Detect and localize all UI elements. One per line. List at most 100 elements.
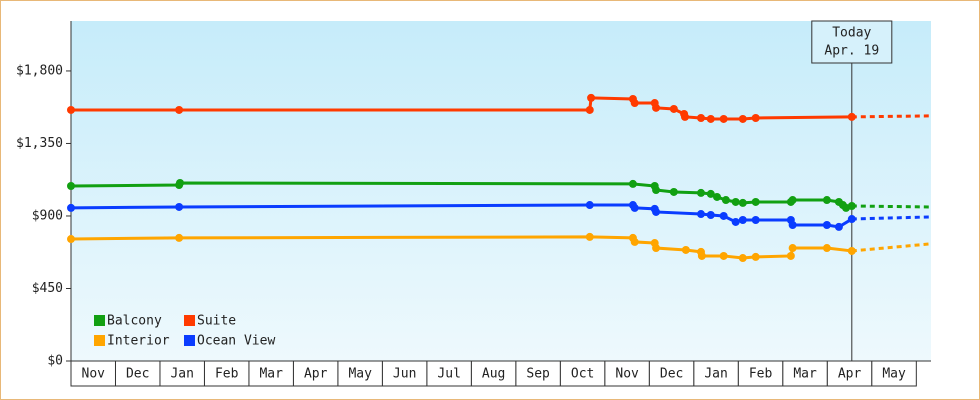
point — [175, 233, 184, 242]
point — [176, 178, 185, 187]
point — [630, 99, 639, 108]
month-cell — [604, 360, 650, 387]
point — [834, 222, 843, 231]
forecast-line — [851, 215, 929, 221]
point — [822, 221, 831, 229]
point — [719, 211, 728, 220]
x-tick-label: Mar — [259, 367, 283, 382]
point — [719, 251, 728, 260]
point — [696, 188, 705, 197]
y-tick-label: $1,350 — [16, 136, 63, 151]
legend-label: Suite — [197, 314, 236, 329]
point — [587, 93, 596, 102]
point — [751, 252, 760, 261]
point — [681, 245, 690, 254]
month-cell — [782, 360, 828, 387]
point — [67, 105, 75, 114]
point — [630, 237, 639, 246]
legend-swatch — [184, 335, 195, 346]
point — [721, 196, 730, 205]
month-cell — [159, 360, 205, 387]
point — [652, 244, 661, 253]
x-tick-label: Feb — [215, 367, 239, 382]
x-tick-label: Nov — [82, 367, 106, 382]
legend-swatch — [184, 315, 195, 326]
point — [847, 112, 856, 121]
point — [786, 251, 795, 260]
today-date: Apr. 19 — [824, 44, 879, 59]
month-cell — [70, 360, 116, 387]
x-tick-label: Apr — [304, 367, 328, 382]
point — [652, 186, 661, 195]
point — [696, 210, 705, 219]
today-label: Today — [832, 26, 871, 41]
point — [67, 235, 75, 244]
point — [822, 244, 831, 253]
month-cell — [426, 360, 472, 387]
x-tick-label: Nov — [615, 367, 639, 382]
point — [706, 189, 715, 198]
y-tick-label: $1,800 — [16, 63, 63, 78]
point — [751, 216, 760, 225]
point — [719, 114, 728, 123]
point — [847, 201, 856, 210]
point — [738, 254, 747, 263]
forecast-line — [851, 242, 929, 253]
legend-label: Ocean View — [197, 334, 275, 349]
legend-swatch — [94, 335, 105, 346]
point — [751, 114, 760, 123]
x-tick-label: Feb — [749, 367, 773, 382]
x-tick-label: Jan — [170, 367, 193, 382]
point — [822, 196, 831, 205]
point — [669, 187, 678, 196]
x-tick-label: Jan — [704, 367, 727, 382]
month-cell — [114, 360, 161, 387]
x-tick-label: Jun — [393, 367, 416, 382]
series-line — [70, 203, 853, 229]
month-cell — [203, 360, 250, 387]
point — [713, 192, 722, 201]
point — [751, 197, 760, 206]
y-tick-label: $0 — [47, 354, 63, 369]
point — [585, 201, 594, 210]
point — [697, 251, 706, 260]
point — [738, 114, 747, 123]
y-tick-label: $900 — [32, 208, 63, 223]
point — [788, 244, 797, 253]
point — [680, 112, 689, 121]
point — [706, 114, 715, 123]
point — [652, 103, 661, 112]
point — [788, 196, 797, 205]
point — [731, 197, 740, 206]
point — [175, 202, 184, 211]
point — [67, 203, 75, 212]
point — [731, 217, 740, 226]
forecast-line — [851, 204, 929, 209]
y-tick-label: $450 — [32, 281, 63, 296]
month-cell — [737, 360, 784, 387]
point — [175, 105, 184, 114]
point — [652, 207, 661, 216]
x-tick-label: Jul — [437, 367, 460, 382]
x-tick-label: May — [348, 367, 372, 382]
legend-swatch — [94, 315, 105, 326]
x-tick-label: May — [882, 367, 906, 382]
point — [738, 216, 747, 225]
point — [847, 246, 856, 255]
point — [696, 114, 705, 123]
point — [847, 215, 856, 224]
month-cell — [248, 360, 294, 387]
x-tick-label: Mar — [793, 367, 817, 382]
point — [67, 182, 75, 191]
legend-label: Interior — [107, 334, 170, 349]
plot-area — [71, 21, 931, 361]
point — [788, 221, 797, 229]
x-tick-label: Dec — [660, 367, 683, 382]
x-tick-label: Sep — [526, 367, 550, 382]
month-cell — [292, 360, 339, 387]
point — [669, 104, 678, 113]
month-cell — [515, 360, 561, 387]
x-tick-label: Oct — [571, 367, 594, 382]
